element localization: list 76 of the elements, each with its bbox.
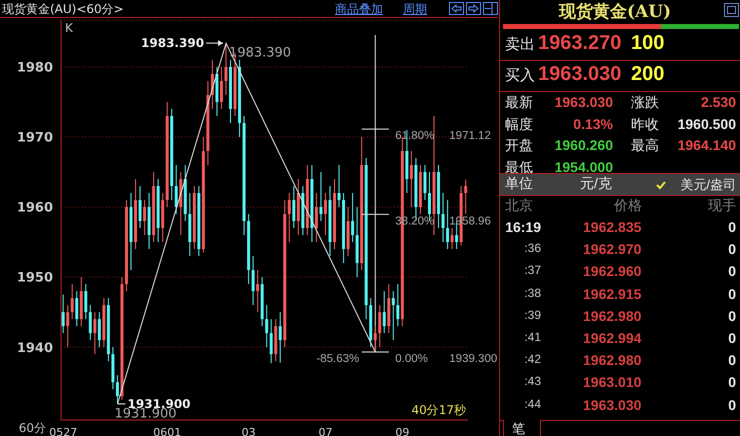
- text: 北京: [505, 197, 533, 215]
- text: 单位: [505, 175, 533, 193]
- text: 0: [728, 241, 736, 258]
- text: :42: [524, 352, 541, 366]
- annotation: 1983.390: [229, 46, 292, 61]
- text: 0: [728, 374, 736, 390]
- x-tick-label: 07: [318, 426, 333, 436]
- text: 现手: [708, 197, 736, 215]
- text: 幅度: [505, 116, 533, 134]
- text: 1963.030: [554, 94, 613, 110]
- text: 最高: [631, 137, 659, 156]
- annotation: -85.63%: [316, 353, 360, 366]
- text: 0: [728, 286, 736, 302]
- text: :43: [524, 374, 541, 388]
- annotation: 40分17秒: [411, 403, 466, 417]
- text: 1962.915: [583, 286, 642, 302]
- text: 1963.030: [583, 396, 642, 413]
- text: 价格: [614, 197, 642, 215]
- text: 1963.030: [538, 63, 622, 86]
- text: 1964.140: [678, 137, 736, 154]
- text: 1960.260: [554, 137, 613, 154]
- text: 开盘: [505, 137, 533, 156]
- text: 1962.994: [583, 330, 642, 346]
- text: 100: [631, 32, 664, 55]
- x-tick-label: 0527: [49, 426, 78, 436]
- text: :36: [524, 241, 541, 256]
- text: 1963.270: [538, 32, 622, 55]
- text: 200: [631, 63, 664, 86]
- text: 2.530: [700, 94, 736, 110]
- y-tick-label: 1950: [16, 270, 53, 286]
- annotation: 1939.300: [449, 353, 498, 366]
- text: 0: [728, 219, 736, 235]
- y-tick-label: 1970: [16, 130, 53, 146]
- y-tick-label: 1980: [16, 60, 53, 76]
- annotation: 0.00%: [395, 353, 428, 366]
- text: 0.13%: [573, 116, 613, 132]
- text: :38: [524, 286, 541, 300]
- text: 1962.980: [583, 308, 642, 324]
- annotation: K: [65, 21, 74, 35]
- text: :44: [524, 396, 541, 411]
- x-tick-label: 03: [242, 426, 256, 436]
- text: 昨收: [631, 116, 659, 134]
- annotation: 1971.12: [449, 130, 491, 142]
- text: 0: [728, 308, 736, 324]
- x-axis-title: 60分: [18, 421, 46, 435]
- text: 0: [728, 330, 736, 346]
- text: 1962.835: [583, 219, 642, 235]
- text: :39: [524, 308, 541, 322]
- text: 卖出: [505, 35, 535, 54]
- text: 涨跌: [631, 94, 659, 112]
- text: 商品叠加: [335, 1, 383, 18]
- text: 美元/盎司: [680, 176, 736, 194]
- x-tick-label: 09: [395, 426, 410, 436]
- chart-title: 现货黄金(AU)<60分>: [2, 1, 124, 18]
- text: :37: [524, 263, 541, 278]
- text: 16:19: [505, 219, 541, 235]
- text: :41: [524, 330, 541, 344]
- text: 现货黄金(AU): [559, 1, 672, 23]
- text: 1963.010: [583, 374, 642, 390]
- y-tick-label: 1960: [16, 200, 53, 216]
- text: 1962.980: [583, 352, 642, 368]
- text: 元/克: [580, 175, 612, 193]
- text: 1954.000: [554, 159, 613, 176]
- text: 买入: [505, 66, 535, 85]
- data-label: 1983.390: [141, 36, 204, 50]
- text: 1960.500: [678, 116, 736, 132]
- text: 1962.960: [583, 263, 642, 280]
- x-tick-label: 0601: [153, 426, 182, 436]
- text: 0: [728, 263, 736, 280]
- text: 笔: [512, 420, 525, 436]
- text: 1962.970: [583, 241, 642, 258]
- text: 周期: [403, 1, 427, 18]
- text: 最新: [505, 94, 533, 112]
- text: 0: [728, 352, 736, 368]
- text: 0: [728, 396, 736, 413]
- y-tick-label: 1940: [16, 340, 53, 356]
